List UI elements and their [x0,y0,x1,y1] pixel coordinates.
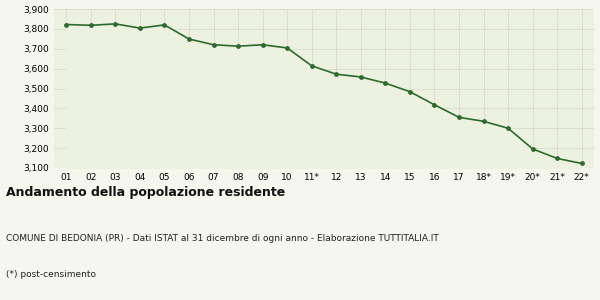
Point [553,156,562,161]
Point [503,126,513,131]
Point [430,102,439,107]
Point [184,37,194,41]
Point [380,81,390,85]
Point [283,46,292,50]
Point [61,22,71,27]
Point [233,44,243,49]
Point [209,42,218,47]
Point [577,161,587,166]
Point [160,22,169,27]
Point [356,75,365,80]
Point [86,23,95,28]
Point [528,146,538,151]
Text: (*) post-censimento: (*) post-censimento [6,270,96,279]
Point [479,119,488,124]
Point [135,26,145,31]
Point [307,63,317,68]
Text: Andamento della popolazione residente: Andamento della popolazione residente [6,186,285,199]
Point [258,42,268,47]
Point [331,72,341,76]
Text: COMUNE DI BEDONIA (PR) - Dati ISTAT al 31 dicembre di ogni anno - Elaborazione T: COMUNE DI BEDONIA (PR) - Dati ISTAT al 3… [6,234,439,243]
Point [110,22,120,26]
Point [454,115,464,120]
Point [405,89,415,94]
